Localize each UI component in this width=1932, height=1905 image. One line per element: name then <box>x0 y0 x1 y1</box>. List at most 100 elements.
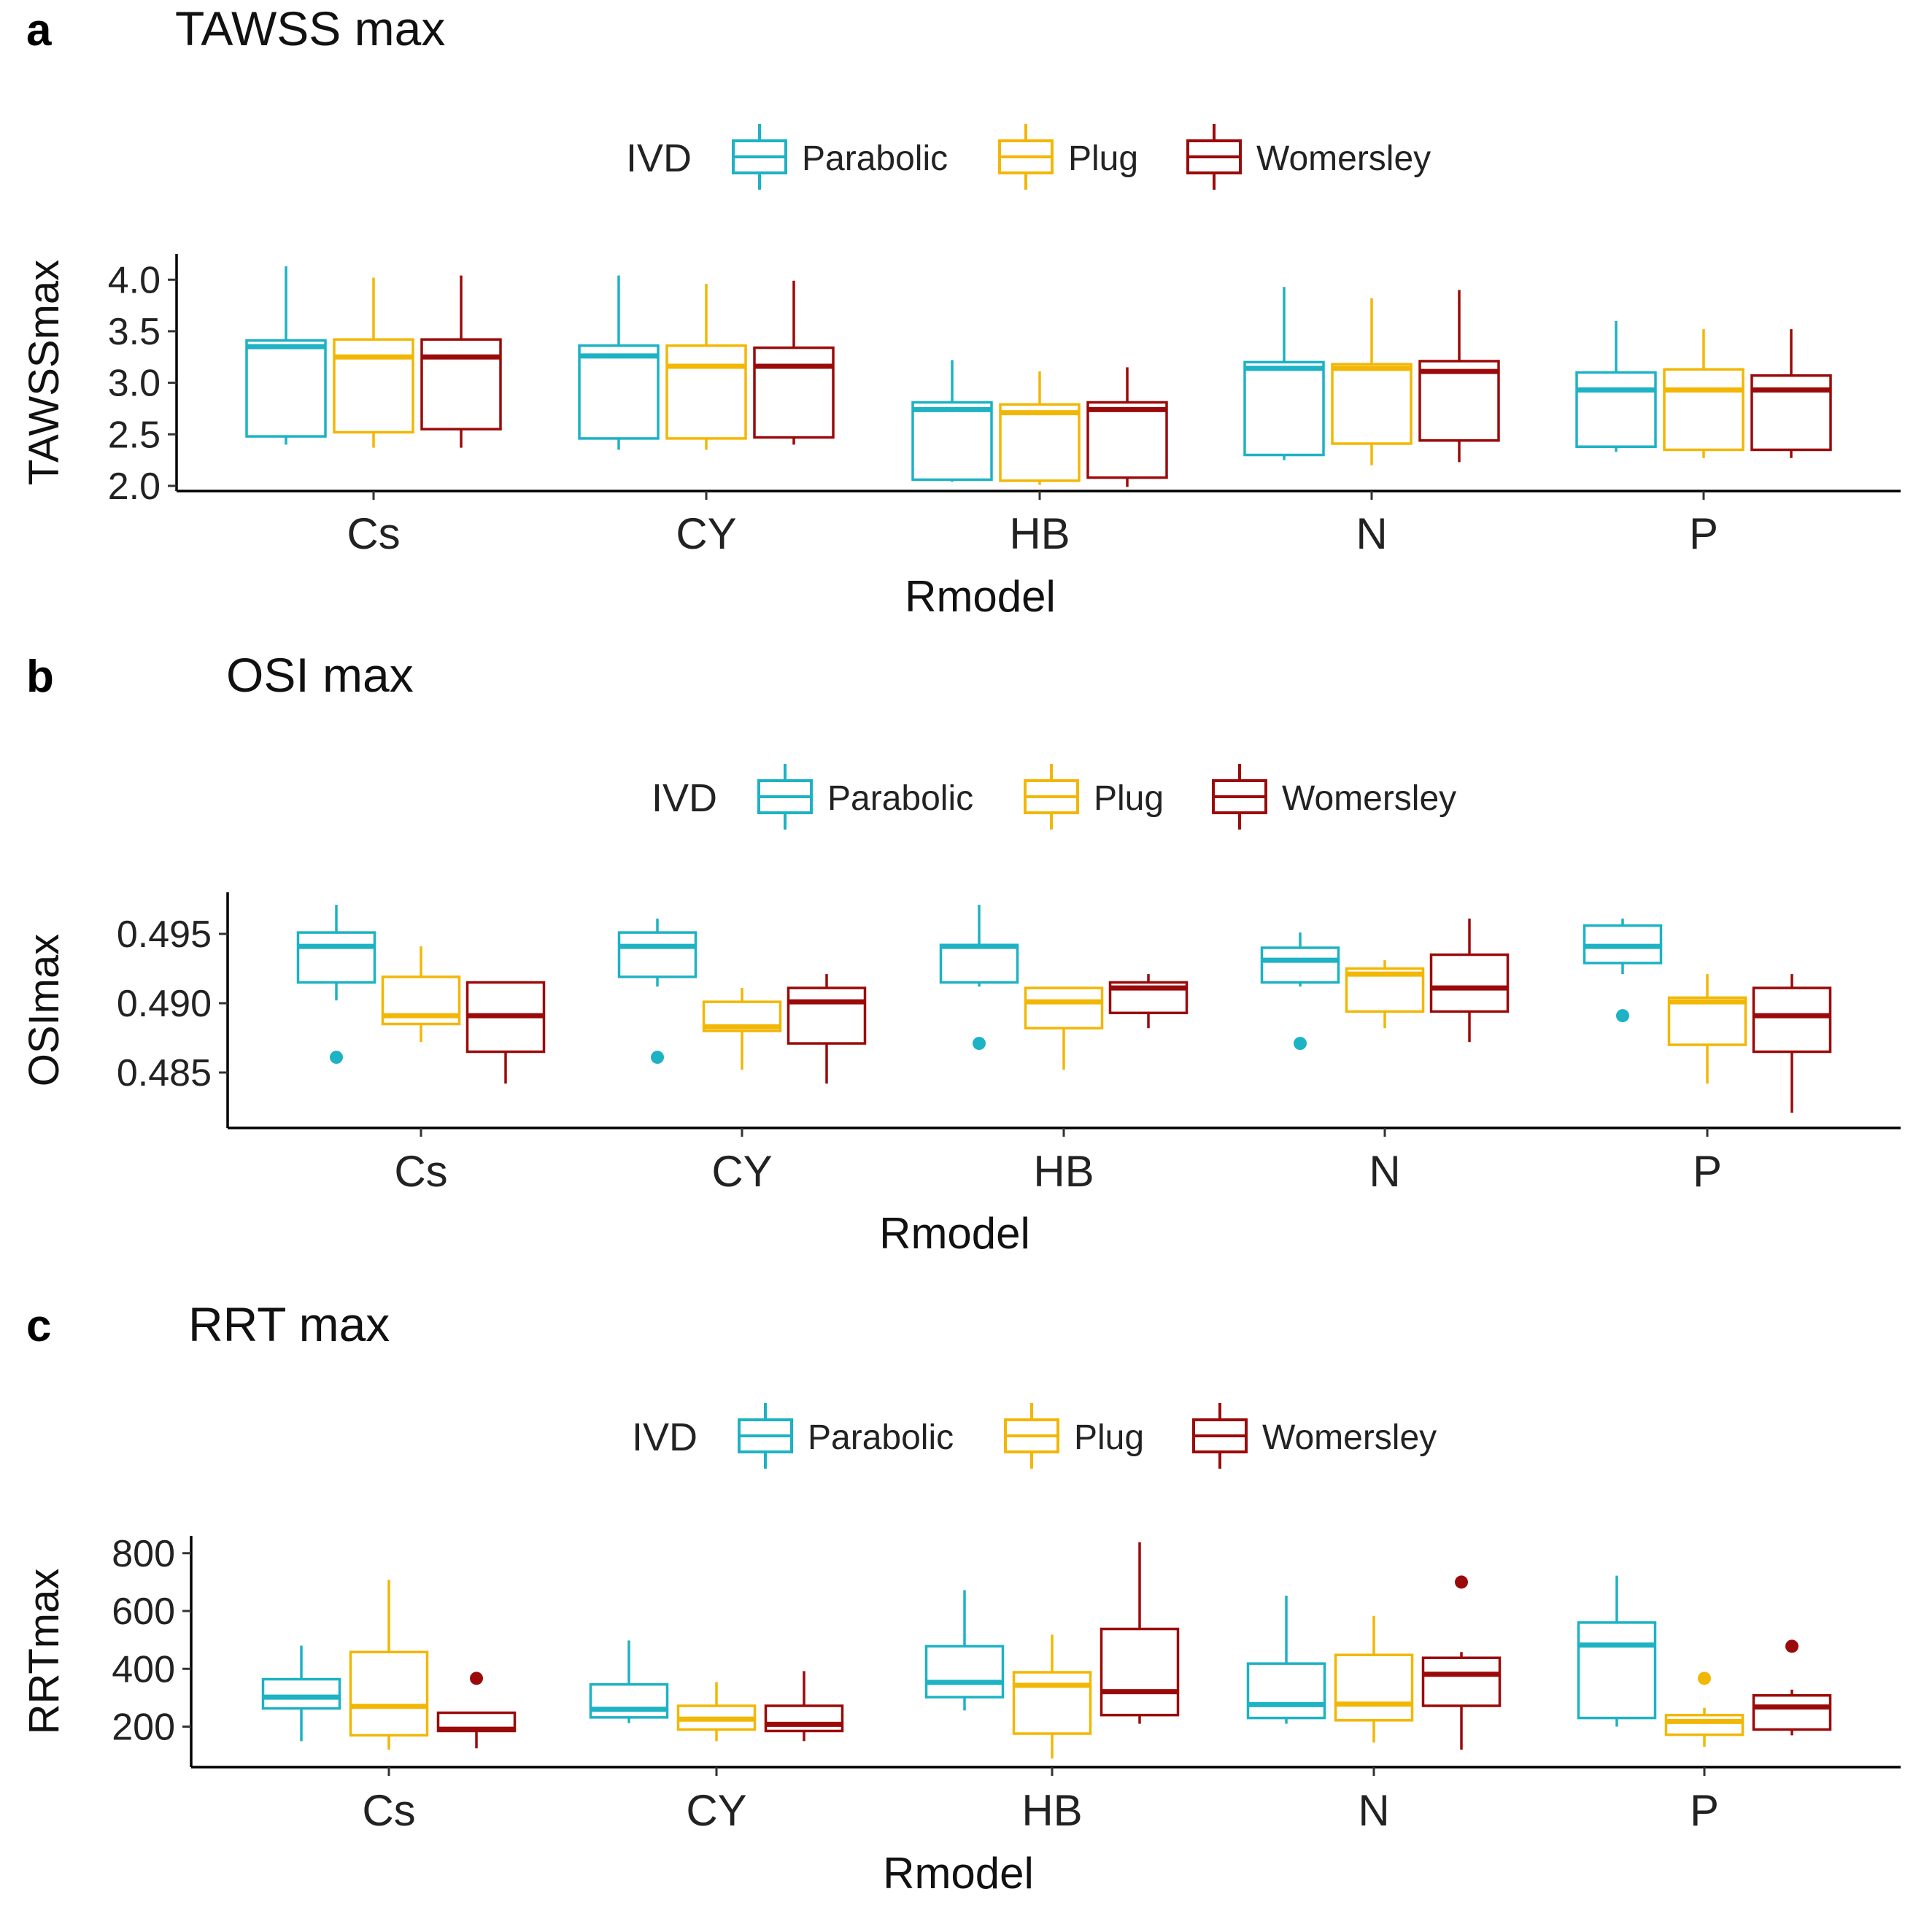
y-tick-label: 2.0 <box>108 465 161 508</box>
x-tick-label: CY <box>711 1147 772 1196</box>
box-iqr <box>1752 986 1832 1054</box>
box-parabolic-hb <box>911 360 993 482</box>
box-iqr <box>1243 360 1325 457</box>
box-womersley-cs <box>420 275 502 448</box>
box-parabolic-p <box>1575 320 1657 452</box>
legend-label: Parabolic <box>808 1418 954 1457</box>
panel-title: TAWSS max <box>175 1 445 55</box>
x-tick-label: HB <box>1009 509 1070 558</box>
box-iqr <box>296 931 376 984</box>
legend-label: Womersley <box>1282 779 1456 818</box>
panel-title: OSI max <box>226 648 414 702</box>
box-iqr <box>665 344 747 440</box>
box-plug-cy <box>676 1682 757 1742</box>
y-tick-label: 200 <box>112 1707 175 1749</box>
box-iqr <box>1577 1621 1657 1720</box>
box-womersley-cy <box>764 1671 844 1742</box>
box-parabolic-cy <box>617 919 698 1064</box>
outlier-point <box>470 1672 483 1685</box>
y-tick-label: 4.0 <box>108 259 161 301</box>
box-iqr <box>1664 1713 1744 1736</box>
outlier-point <box>651 1051 664 1064</box>
x-axis-label: Rmodel <box>883 1849 1034 1898</box>
x-tick-label: Cs <box>394 1147 447 1196</box>
box-parabolic-cy <box>578 275 660 450</box>
panel-letter: c <box>26 1301 51 1351</box>
legend-key-womersley: Womersley <box>1212 764 1456 830</box>
x-tick-label: N <box>1356 509 1387 558</box>
outlier-point <box>330 1051 343 1064</box>
box-iqr <box>349 1650 429 1737</box>
box-plug-cs <box>381 946 461 1043</box>
panel-b: b OSI max IVD Parabolic Plug Womersley 0.485 0.… <box>20 648 1901 1258</box>
panel-title: RRT max <box>188 1297 390 1351</box>
legend: IVD Parabolic Plug Womersley <box>626 124 1431 190</box>
x-tick-label: Cs <box>347 509 400 558</box>
y-axis-label: TAWSSmax <box>20 260 68 485</box>
box-iqr <box>333 338 414 434</box>
legend-key-parabolic: Parabolic <box>757 764 973 830</box>
outlier-point <box>1616 1009 1629 1023</box>
boxes <box>296 905 1832 1113</box>
box-plug-p <box>1667 974 1747 1084</box>
y-tick-label: 0.485 <box>117 1052 212 1094</box>
outlier-point <box>1698 1672 1711 1685</box>
outlier-point <box>1785 1639 1798 1653</box>
box-plug-n <box>1345 960 1425 1029</box>
box-iqr <box>999 403 1081 482</box>
legend-label: Plug <box>1074 1418 1144 1457</box>
box-iqr <box>420 338 502 430</box>
box-iqr <box>1418 360 1500 442</box>
x-axis-label: Rmodel <box>879 1209 1030 1258</box>
box-plug-hb <box>999 371 1081 485</box>
legend: IVD Parabolic Plug Womersley <box>652 764 1456 830</box>
box-iqr <box>589 1682 669 1719</box>
legend-title: IVD <box>652 776 717 820</box>
legend-key-parabolic: Parabolic <box>738 1403 954 1469</box>
legend-key-womersley: Womersley <box>1192 1403 1437 1469</box>
box-iqr <box>753 346 835 439</box>
box-womersley-hb <box>1086 367 1168 487</box>
box-iqr <box>939 943 1019 984</box>
box-iqr <box>1750 374 1832 452</box>
box-iqr <box>924 1645 1005 1699</box>
box-parabolic-n <box>1243 287 1325 460</box>
box-parabolic-n <box>1260 932 1340 1051</box>
x-tick-label: CY <box>676 509 736 558</box>
box-iqr <box>1100 1627 1180 1717</box>
boxes <box>261 1542 1832 1759</box>
box-iqr <box>787 986 867 1045</box>
box-womersley-hb <box>1100 1542 1180 1724</box>
x-tick-label: Cs <box>362 1786 415 1835</box>
box-iqr <box>1667 996 1747 1046</box>
x-tick-label: HB <box>1033 1147 1094 1196</box>
box-parabolic-p <box>1577 1575 1657 1727</box>
box-iqr <box>1752 1693 1832 1731</box>
x-axis-label: Rmodel <box>905 572 1056 621</box>
axes: 200 400 600 800 Cs CY HB N P Rmodel RRTmax <box>20 1533 1901 1898</box>
box-parabolic-p <box>1583 919 1663 1023</box>
y-tick-label: 0.495 <box>117 913 212 956</box>
boxes <box>245 266 1832 487</box>
legend: IVD Parabolic Plug Womersley <box>632 1403 1437 1469</box>
y-axis-label: OSImax <box>20 934 68 1087</box>
box-parabolic-cy <box>589 1640 669 1723</box>
box-parabolic-hb <box>939 905 1019 1051</box>
box-iqr <box>1012 1671 1092 1735</box>
box-parabolic-cs <box>296 905 376 1064</box>
box-plug-cs <box>333 277 414 448</box>
legend-key-plug: Plug <box>1024 764 1164 830</box>
panel-letter: b <box>26 652 54 702</box>
box-plug-cs <box>349 1580 429 1750</box>
x-tick-label: N <box>1369 1147 1400 1196</box>
box-iqr <box>1575 371 1657 448</box>
box-plug-p <box>1663 329 1744 458</box>
legend-label: Womersley <box>1256 139 1431 178</box>
outlier-point <box>1455 1575 1468 1589</box>
box-plug-hb <box>1024 986 1104 1070</box>
y-tick-label: 2.5 <box>108 414 161 456</box>
box-iqr <box>1024 986 1104 1029</box>
box-womersley-hb <box>1108 974 1189 1029</box>
